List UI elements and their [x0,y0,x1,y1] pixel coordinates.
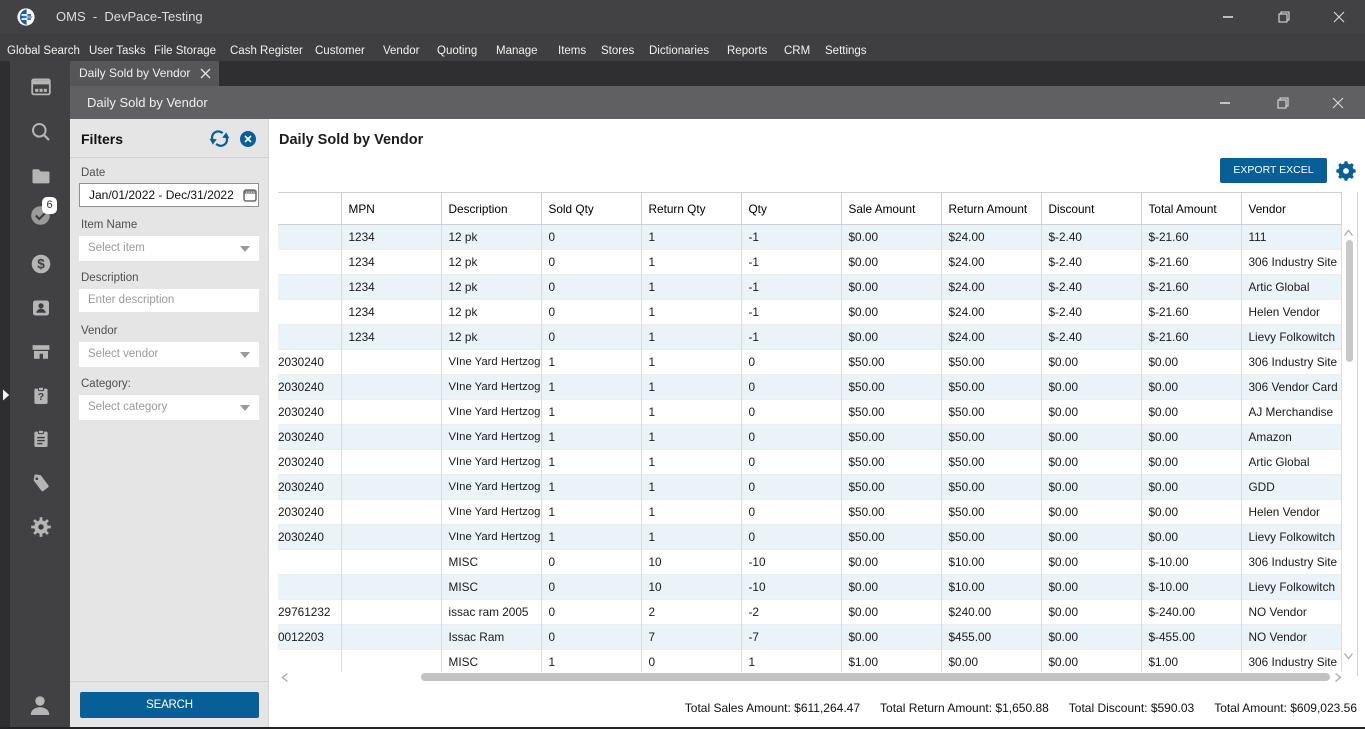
svg-text:?: ? [38,391,44,403]
svg-text:$: $ [37,256,45,271]
